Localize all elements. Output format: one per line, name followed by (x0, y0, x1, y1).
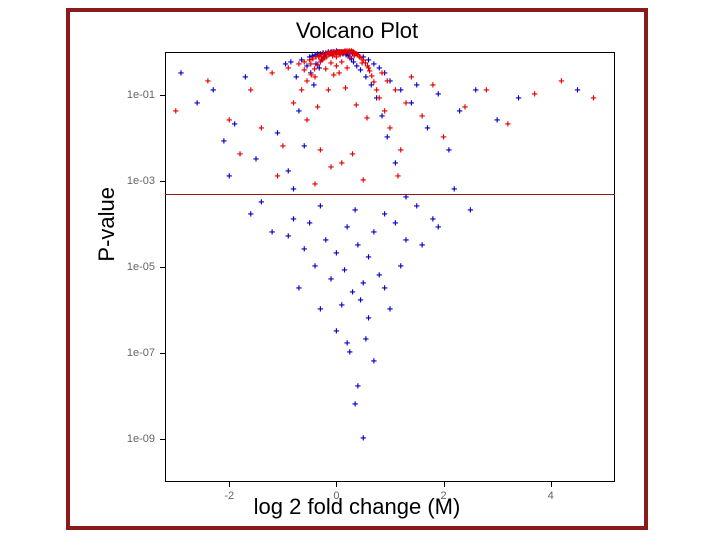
plot-border (165, 52, 615, 482)
chart-frame: Volcano Plot P-value log 2 fold change (… (66, 8, 648, 530)
y-tick-mark (160, 267, 165, 268)
plot-area: 1e-011e-031e-051e-071e-09-2024++++++++++… (165, 52, 615, 482)
x-tick-label: -2 (224, 490, 234, 502)
y-tick-mark (160, 181, 165, 182)
x-tick-label: 4 (548, 490, 554, 502)
threshold-line (165, 194, 615, 195)
y-tick-mark (160, 353, 165, 354)
chart-title: Volcano Plot (70, 18, 644, 44)
x-tick-mark (444, 482, 445, 487)
y-tick-mark (160, 95, 165, 96)
x-tick-label: 2 (441, 490, 447, 502)
x-tick-label: 0 (333, 490, 339, 502)
y-tick-mark (160, 439, 165, 440)
x-axis-label: log 2 fold change (M) (70, 494, 644, 520)
y-tick-label: 1e-03 (127, 175, 155, 187)
y-tick-label: 1e-05 (127, 261, 155, 273)
y-axis-label: P-value (94, 187, 120, 262)
x-tick-mark (229, 482, 230, 487)
x-tick-mark (551, 482, 552, 487)
y-tick-label: 1e-07 (127, 347, 155, 359)
y-tick-label: 1e-09 (127, 433, 155, 445)
y-tick-label: 1e-01 (127, 89, 155, 101)
x-tick-mark (336, 482, 337, 487)
